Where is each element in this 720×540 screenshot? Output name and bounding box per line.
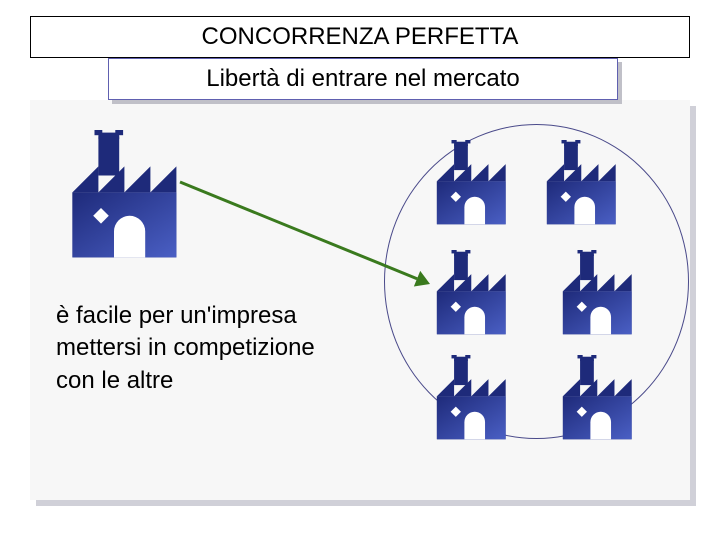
market-factory (430, 140, 516, 226)
subtitle-wrap: Libertà di entrare nel mercato (108, 58, 618, 100)
entrant-factory (62, 130, 192, 260)
subtitle-box: Libertà di entrare nel mercato (108, 58, 618, 100)
market-factory (430, 250, 516, 336)
body-text-content: è facile per un'impresa mettersi in comp… (56, 302, 315, 394)
market-factory (540, 140, 626, 226)
body-text: è facile per un'impresa mettersi in comp… (56, 300, 356, 397)
title-text: CONCORRENZA PERFETTA (202, 23, 519, 50)
market-factory (556, 355, 642, 441)
subtitle-text: Libertà di entrare nel mercato (206, 65, 520, 92)
market-factory (556, 250, 642, 336)
market-factory (430, 355, 516, 441)
title-bar: CONCORRENZA PERFETTA (30, 16, 690, 58)
